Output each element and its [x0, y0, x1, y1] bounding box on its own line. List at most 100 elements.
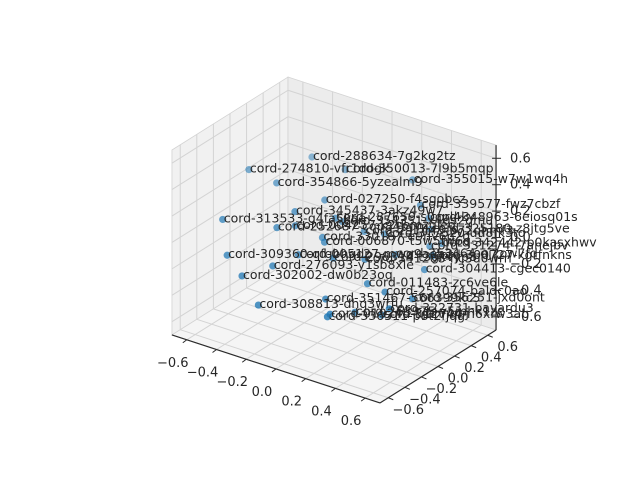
scatter-point [425, 214, 433, 222]
scatter-point [320, 238, 329, 246]
point-label: cord-252687-cqu84bqm [278, 219, 429, 234]
point-label: cord-298314-t3gkvyp8 [334, 249, 477, 264]
z-tick-label: 0.4 [510, 178, 531, 193]
scatter-point [245, 166, 253, 174]
scatter-point [238, 272, 246, 280]
point-label: cord-027250-f4sgobcz [326, 191, 466, 206]
grid-line [287, 116, 497, 186]
point-label: cord-287659-s0cpl4ky [336, 209, 476, 224]
x-tick-label: −0.6 [157, 356, 189, 371]
x-tick-label: 0.4 [311, 404, 332, 419]
point-label: cord-309360-qfgbhgdp [228, 246, 372, 261]
point-label: cord-331274-i7ahejbv [431, 237, 569, 252]
point-label: cord-005127-mwq9aeh2 [299, 246, 453, 261]
point-label: cord-345437-3akz49w7 [296, 203, 444, 218]
z-tick-label: 0.0 [510, 231, 531, 246]
point-label: cord-308813-dhq3wrfu [259, 296, 403, 311]
z-tick-label: 0.2 [510, 204, 531, 219]
x-tick-label: −0.4 [187, 366, 219, 381]
y-tick [454, 355, 460, 359]
grid-line [171, 89, 289, 164]
point-label: cord-313533-g4fa5kqa [224, 210, 367, 225]
scatter-point [273, 224, 281, 232]
scatter-point [363, 280, 372, 288]
point-label: cord-257074-baldc0ao [386, 283, 527, 298]
point-label: cord-339577-fwz7cbzf [421, 196, 560, 211]
scatter-point [420, 266, 429, 274]
y-tick [421, 376, 427, 380]
point-label: cord-274810-vfr1dogk [250, 161, 390, 176]
scatter-point [326, 310, 334, 318]
scatter-point [380, 230, 389, 238]
point-label: cord-342442-p0kasxhwv [442, 234, 597, 249]
grid-line [287, 89, 497, 159]
z-tick-label: −0.6 [510, 310, 542, 325]
x-tick-label: −0.2 [216, 375, 248, 390]
grid-line [364, 324, 482, 399]
y-tick [437, 366, 444, 369]
scatter-point [291, 222, 299, 230]
y-tick [388, 397, 394, 401]
scatter-point [322, 295, 330, 303]
point-label: cord-006870-t5w5fw6q [326, 233, 471, 248]
x-tick [271, 368, 277, 373]
x-tick [331, 387, 336, 392]
scatter-point [338, 217, 346, 226]
x-tick [241, 358, 247, 363]
point-label: cord-011483-zc6ve6le [368, 275, 508, 290]
point-label: cord-330167-e9nv6p2d [323, 229, 470, 244]
grid-line [246, 287, 455, 357]
scatter-point [360, 227, 368, 236]
scatter-point [321, 196, 329, 204]
point-label: cord-291445-b72qhmf3 [365, 222, 513, 237]
point-label: cord-019245-kjbhnqpj [331, 305, 469, 320]
x-tick [360, 397, 366, 402]
y-tick-label: −0.4 [409, 392, 441, 407]
y-tick-label: 0.2 [464, 361, 485, 376]
scatter-point [291, 208, 299, 216]
point-label: cord-304413-cgec0140 [426, 261, 571, 276]
scatter-point [273, 179, 281, 187]
y-tick-label: −0.6 [392, 403, 424, 418]
scatter-point [219, 215, 227, 224]
x-tick [182, 339, 188, 344]
y-tick [470, 345, 477, 349]
y-tick [487, 334, 493, 338]
scatter-point [426, 242, 434, 250]
scatter-point [409, 176, 417, 184]
scatter-point [428, 252, 436, 260]
grid-line [171, 142, 289, 217]
grid-line [335, 315, 452, 389]
scatter-point [381, 288, 389, 296]
z-tick-label: 0.6 [510, 151, 531, 166]
scatter-point [294, 251, 303, 259]
scatter-point [254, 301, 262, 309]
y-tick-label: 0.0 [448, 371, 469, 386]
z-tick-label: −0.4 [510, 283, 542, 298]
x-tick-label: 0.0 [252, 385, 273, 400]
scatter-point [408, 295, 417, 303]
point-label: cord-302002-dw0b23oq [243, 267, 393, 282]
scatter-point [269, 262, 277, 270]
y-tick-label: −0.2 [426, 382, 458, 397]
point-label: cord-276093-y1sb8xle [274, 257, 415, 272]
scatter-point [361, 255, 369, 263]
y-tick-label: 0.6 [497, 340, 518, 355]
point-label: cord-288634-7g2kg2tz [313, 148, 456, 163]
scatter-point [437, 239, 446, 248]
scatter-point [308, 153, 316, 161]
point-label: cord-354866-5yzealm9 [278, 174, 423, 189]
point-label: cord-263975-v5mhk1zc [356, 303, 504, 318]
point-label: cord-322731-bavardu3 [390, 300, 534, 315]
scatter-point [223, 251, 231, 259]
point-label: cord-317520-ud8fk3tq [385, 225, 525, 240]
scatter-point [351, 308, 359, 316]
grid-line [279, 266, 488, 336]
point-label: cord-004257-k2cemzgleg [296, 217, 456, 232]
grid-line [171, 169, 289, 243]
scatter-point [329, 254, 337, 262]
scatter-point [391, 251, 399, 259]
scatter-point [427, 225, 435, 233]
x-tick [212, 349, 217, 353]
